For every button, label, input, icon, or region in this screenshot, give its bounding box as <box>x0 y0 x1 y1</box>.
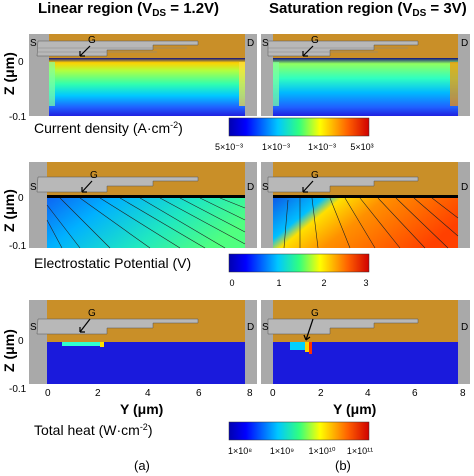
z-tick: -0.1 <box>9 241 27 252</box>
drain-label: D <box>461 322 468 333</box>
gate-label: G <box>88 35 96 46</box>
heat-saturation-panel <box>261 300 470 384</box>
y-tick: 2 <box>95 388 101 399</box>
colorbar-tick: 3 <box>363 278 368 288</box>
z-tick: 0 <box>18 193 24 204</box>
source-label: S <box>262 182 269 193</box>
drain-label: D <box>247 182 254 193</box>
source-label: S <box>262 322 269 333</box>
colorbar-tick: 1×10⁹ <box>270 446 294 456</box>
gate-label: G <box>311 170 319 181</box>
y-tick: 6 <box>412 388 418 399</box>
y-tick: 6 <box>196 388 202 399</box>
z-axis-label: Z (μm) <box>1 52 17 95</box>
heat-colorbar: Total heat (W·cm-2) 1×10⁸ 1×10⁹ 1×10¹⁰ 1… <box>34 421 373 456</box>
gate-arrows <box>79 45 314 341</box>
potential-row <box>29 162 470 249</box>
colorbar-tick: 1×10⁻³ <box>262 142 290 152</box>
z-tick: -0.1 <box>9 112 27 123</box>
panel-label-b: (b) <box>335 458 351 473</box>
colorbar-tick: 2 <box>321 278 326 288</box>
y-tick: 8 <box>247 388 253 399</box>
gate-label: G <box>88 308 96 319</box>
heat-linear-panel <box>29 300 257 384</box>
potential-colorbar: Electrostatic Potential (V) 0 1 2 3 <box>34 253 370 288</box>
y-tick: 8 <box>460 388 466 399</box>
z-axis-label: Z (μm) <box>1 329 17 372</box>
current-density-linear-panel <box>29 34 257 116</box>
colorbar-label: Current density (A·cm-2) <box>34 120 183 136</box>
drain-label: D <box>247 38 254 49</box>
heat-row <box>29 300 470 384</box>
source-label: S <box>30 38 37 49</box>
z-ticks: 0 -0.1 0 -0.1 0 -0.1 <box>9 57 27 395</box>
drain-label: D <box>461 182 468 193</box>
colorbar-tick: 5×10³ <box>350 142 373 152</box>
current-density-saturation-panel <box>261 34 470 116</box>
y-tick: 4 <box>145 388 151 399</box>
colorbar-tick: 0 <box>229 278 234 288</box>
panel-label-a: (a) <box>134 458 150 473</box>
colorbar-tick: 1 <box>276 278 281 288</box>
saturation-region-title: Saturation region (VDS = 3V) <box>269 0 467 19</box>
drain-label: D <box>247 322 254 333</box>
y-ticks-saturation: 0 2 4 6 8 <box>270 388 466 399</box>
current-density-row <box>29 34 470 116</box>
colorbar-tick: 1×10¹¹ <box>347 446 373 456</box>
potential-saturation-panel <box>261 162 470 249</box>
y-tick: 4 <box>365 388 371 399</box>
colorbar-tick: 1×10¹⁰ <box>309 446 336 456</box>
source-label: S <box>30 322 37 333</box>
y-ticks-linear: 0 2 4 6 8 <box>45 388 253 399</box>
y-tick: 2 <box>318 388 324 399</box>
gate-label: G <box>311 308 319 319</box>
source-label: S <box>30 182 37 193</box>
y-axis-label: Y (μm) <box>333 401 376 417</box>
y-tick: 0 <box>270 388 276 399</box>
colorbar-label: Total heat (W·cm-2) <box>34 422 153 438</box>
z-tick: -0.1 <box>9 384 27 395</box>
source-label: S <box>262 38 269 49</box>
z-tick: 0 <box>18 336 24 347</box>
z-axis-label: Z (μm) <box>1 189 17 232</box>
y-axis-label: Y (μm) <box>120 401 163 417</box>
current-density-colorbar: Current density (A·cm-2) 5×10⁻³ 1×10⁻³ 1… <box>34 117 374 152</box>
colorbar-label: Electrostatic Potential (V) <box>34 255 191 271</box>
potential-linear-panel <box>29 162 257 249</box>
colorbar-tick: 1×10⁸ <box>228 446 252 456</box>
colorbar-tick: 1×10⁻³ <box>308 142 336 152</box>
gate-label: G <box>90 170 98 181</box>
y-tick: 0 <box>45 388 51 399</box>
colorbar-tick: 5×10⁻³ <box>215 142 243 152</box>
z-tick: 0 <box>18 57 24 68</box>
gate-label: G <box>311 35 319 46</box>
drain-label: D <box>461 38 468 49</box>
linear-region-title: Linear region (VDS = 1.2V) <box>38 0 219 19</box>
